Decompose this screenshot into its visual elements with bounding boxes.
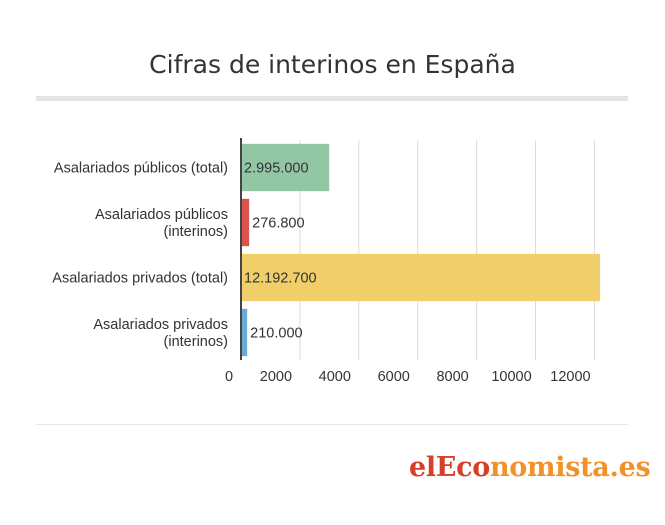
chart-title: Cifras de interinos en España	[149, 50, 516, 79]
x-tick-label-0: 0	[225, 369, 233, 385]
x-tick-label-6: 12000	[550, 369, 590, 385]
x-tick-label-5: 10000	[491, 369, 531, 385]
x-tick-labels: 0 2000 4000 6000 8000 10000 12000	[225, 369, 591, 385]
value-label-3: 12.192.700	[244, 271, 317, 287]
footer-divider	[36, 424, 628, 425]
category-label-2-line-1: Asalariados públicos	[95, 207, 228, 223]
category-label-4-line-1: Asalariados privados	[93, 317, 228, 333]
value-label-2: 276.800	[252, 216, 304, 232]
value-label-1: 2.995.000	[244, 161, 309, 177]
bar-1	[241, 143, 330, 192]
x-tick-label-4: 8000	[436, 369, 468, 385]
category-label-1: Asalariados públicos (total)	[54, 161, 228, 177]
bar-4	[241, 308, 248, 357]
x-tick-label-3: 6000	[378, 369, 410, 385]
category-label-3: Asalariados privados (total)	[52, 271, 228, 287]
bar-chart: Asalariados públicos (total) Asalariados …	[52, 138, 601, 385]
x-tick-label-1: 2000	[260, 369, 292, 385]
logo-part-2: nomista.es	[489, 452, 651, 483]
value-labels: 2.995.000 276.800 12.192.700 210.000	[244, 161, 317, 342]
x-tick-label-2: 4000	[319, 369, 351, 385]
logo-part-1: elEco	[409, 452, 490, 483]
category-label-4-line-2: (interinos)	[164, 334, 228, 350]
category-labels: Asalariados públicos (total) Asalariados …	[52, 161, 228, 351]
value-label-4: 210.000	[250, 326, 302, 342]
bar-3	[241, 253, 601, 302]
category-label-2-line-2: (interinos)	[164, 224, 228, 240]
title-divider	[36, 96, 628, 101]
grid-lines	[299, 140, 595, 360]
bar-2	[241, 198, 250, 247]
bars	[241, 143, 601, 357]
eleconomista-logo: elEconomista.es	[409, 452, 651, 483]
